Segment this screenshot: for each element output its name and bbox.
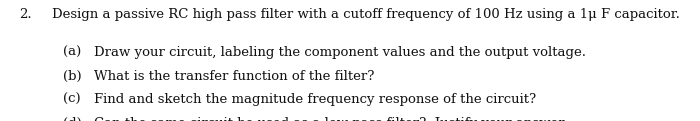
- Text: What is the transfer function of the filter?: What is the transfer function of the fil…: [94, 70, 375, 83]
- Text: Draw your circuit, labeling the component values and the output voltage.: Draw your circuit, labeling the componen…: [94, 46, 587, 59]
- Text: Find and sketch the magnitude frequency response of the circuit?: Find and sketch the magnitude frequency …: [94, 93, 537, 106]
- Text: (d): (d): [63, 117, 82, 121]
- Text: (b): (b): [63, 70, 82, 83]
- Text: (a): (a): [63, 46, 81, 59]
- Text: (c): (c): [63, 93, 80, 106]
- Text: Design a passive RC high pass filter with a cutoff frequency of 100 Hz using a 1: Design a passive RC high pass filter wit…: [52, 8, 680, 21]
- Text: 2.: 2.: [20, 8, 32, 21]
- Text: Can the same circuit be used as a low pass filter?  Justify your answer.: Can the same circuit be used as a low pa…: [94, 117, 568, 121]
